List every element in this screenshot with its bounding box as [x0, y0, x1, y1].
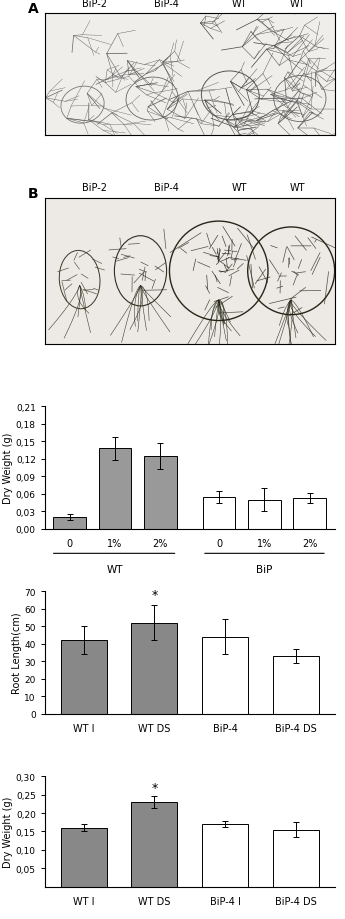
Bar — [273, 656, 319, 714]
Bar — [131, 802, 177, 887]
Text: BiP: BiP — [256, 564, 273, 574]
Bar — [202, 637, 248, 714]
Bar — [61, 828, 107, 887]
Bar — [248, 500, 281, 529]
Bar — [203, 497, 236, 529]
Y-axis label: Root Length(cm): Root Length(cm) — [11, 612, 21, 694]
Y-axis label: Dry Weight (g): Dry Weight (g) — [3, 796, 13, 868]
Text: WT: WT — [107, 564, 123, 574]
Bar — [202, 824, 248, 887]
Text: BiP-2: BiP-2 — [82, 0, 107, 9]
Text: WT: WT — [231, 0, 247, 9]
Text: WT: WT — [231, 183, 247, 193]
Bar — [99, 448, 131, 529]
Text: A: A — [28, 2, 38, 16]
Bar — [131, 623, 177, 714]
Text: WT: WT — [289, 183, 305, 193]
Text: B: B — [28, 187, 38, 200]
Bar — [294, 498, 326, 529]
Text: *: * — [151, 588, 158, 601]
Y-axis label: Dry Weight (g): Dry Weight (g) — [3, 433, 13, 504]
Text: BiP-2: BiP-2 — [82, 183, 107, 193]
Bar — [61, 641, 107, 714]
Text: BiP-4: BiP-4 — [154, 0, 179, 9]
Text: *: * — [151, 781, 158, 794]
Bar — [273, 830, 319, 887]
Text: BiP-4: BiP-4 — [154, 183, 179, 193]
Text: WT: WT — [289, 0, 305, 9]
Bar — [144, 457, 177, 529]
Bar — [53, 517, 86, 529]
